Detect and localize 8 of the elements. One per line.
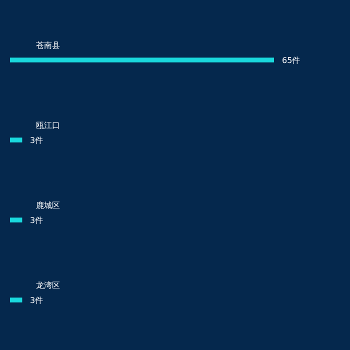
y-tick-label: 瓯江口 (36, 121, 60, 130)
y-tick-label: 鹿城区 (36, 201, 60, 210)
y-tick-label: 苍南县 (36, 41, 60, 50)
data-label: 3件 (30, 136, 44, 145)
data-label: 3件 (30, 216, 44, 225)
data-label: 3件 (30, 296, 44, 305)
data-label: 65件 (282, 56, 300, 65)
y-tick-label: 龙湾区 (36, 281, 60, 290)
